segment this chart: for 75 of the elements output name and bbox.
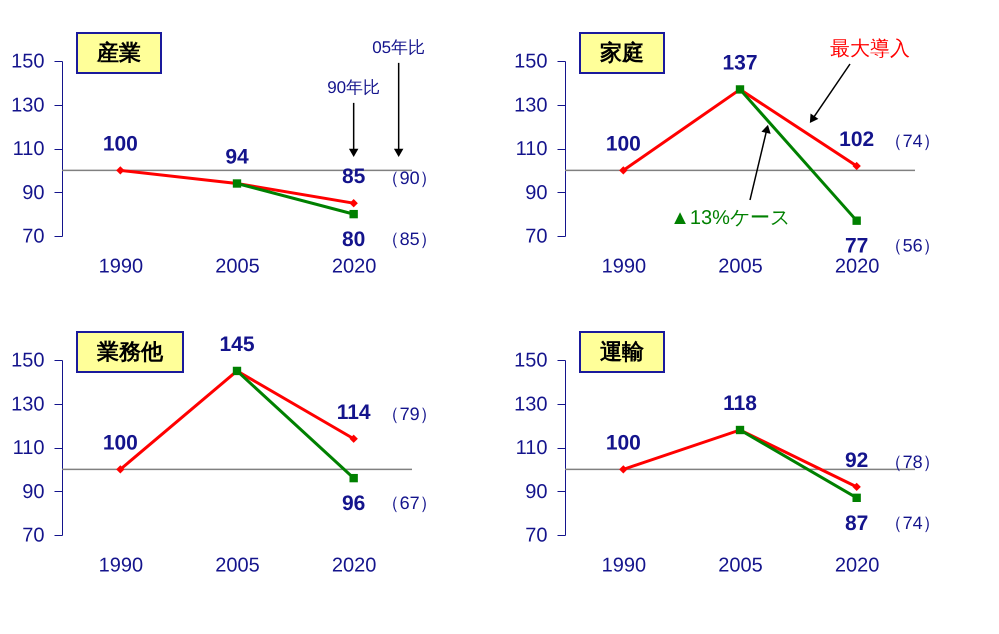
data-label: 100 <box>102 431 138 454</box>
point <box>349 474 358 482</box>
x-tick-label: 1990 <box>602 256 646 278</box>
data-label: 94 <box>225 146 249 168</box>
y-tick-label: 90 <box>22 182 44 204</box>
y-tick-label: 150 <box>11 50 44 72</box>
y-tick-label: 90 <box>525 182 548 204</box>
x-tick-label: 2005 <box>215 554 260 576</box>
annotation: （90） <box>382 168 438 188</box>
annotation: （56） <box>884 236 941 256</box>
annotation: 90年比 <box>327 78 380 97</box>
x-tick-label: 1990 <box>98 554 144 576</box>
y-tick-label: 70 <box>22 226 44 248</box>
y-tick-label: 70 <box>22 524 44 546</box>
data-label: 92 <box>844 448 868 472</box>
x-tick-label: 1990 <box>98 256 144 278</box>
annotation: （85） <box>382 229 438 250</box>
x-tick-label: 2005 <box>215 256 260 278</box>
x-tick-label: 1990 <box>602 554 646 576</box>
y-tick-label: 130 <box>514 94 548 116</box>
x-tick-label: 2020 <box>332 554 376 576</box>
data-label: 87 <box>844 512 868 535</box>
data-label: 114 <box>336 400 371 424</box>
data-label: 85 <box>342 165 366 188</box>
annotation: （78） <box>884 452 941 472</box>
point <box>349 210 358 218</box>
y-tick-label: 90 <box>525 480 548 503</box>
point <box>852 216 861 225</box>
data-label: 118 <box>723 392 758 415</box>
chart-title: 業務他 <box>96 339 164 364</box>
x-tick-label: 2020 <box>834 554 880 576</box>
chart-title: 家庭 <box>599 40 644 65</box>
point <box>852 494 861 502</box>
y-tick-label: 150 <box>514 50 548 72</box>
data-label: 77 <box>844 234 868 258</box>
chart-title: 産業 <box>96 40 141 65</box>
y-tick-label: 130 <box>514 393 548 416</box>
point <box>116 465 125 474</box>
point <box>349 434 358 443</box>
x-tick-label: 2005 <box>718 554 763 576</box>
x-tick-label: 2005 <box>718 256 763 278</box>
y-tick-label: 130 <box>11 94 44 116</box>
y-tick-label: 150 <box>11 350 44 372</box>
data-label: 145 <box>219 332 255 356</box>
chart-title: 運輸 <box>600 339 645 364</box>
data-label: 102 <box>839 128 874 151</box>
text: 最大導入 <box>830 38 910 60</box>
point <box>619 166 628 175</box>
x-tick-label: 2020 <box>834 256 880 278</box>
annotation: （74） <box>884 512 941 533</box>
y-tick-label: 110 <box>12 138 44 160</box>
text: ▲13%ケース <box>670 207 790 229</box>
annotation: 05年比 <box>372 38 426 57</box>
y-tick-label: 90 <box>22 480 44 503</box>
data-label: 100 <box>102 132 138 156</box>
point <box>349 199 358 208</box>
y-tick-label: 150 <box>514 350 548 372</box>
point <box>852 162 861 170</box>
y-tick-label: 130 <box>11 393 44 416</box>
point <box>619 465 628 474</box>
point <box>852 482 861 492</box>
data-label: 96 <box>342 492 366 516</box>
data-label: 100 <box>606 431 641 454</box>
annotation: （79） <box>382 404 438 424</box>
y-tick-label: 110 <box>516 437 548 459</box>
data-label: 137 <box>722 51 758 74</box>
data-label: 80 <box>342 228 366 252</box>
y-tick-label: 70 <box>525 226 548 248</box>
annotation: （67） <box>382 493 438 514</box>
y-tick-label: 110 <box>12 437 44 459</box>
y-tick-label: 110 <box>516 138 548 160</box>
y-tick-label: 70 <box>525 524 548 546</box>
data-label: 100 <box>606 132 641 156</box>
x-tick-label: 2020 <box>332 256 376 278</box>
annotation: （74） <box>884 131 941 151</box>
